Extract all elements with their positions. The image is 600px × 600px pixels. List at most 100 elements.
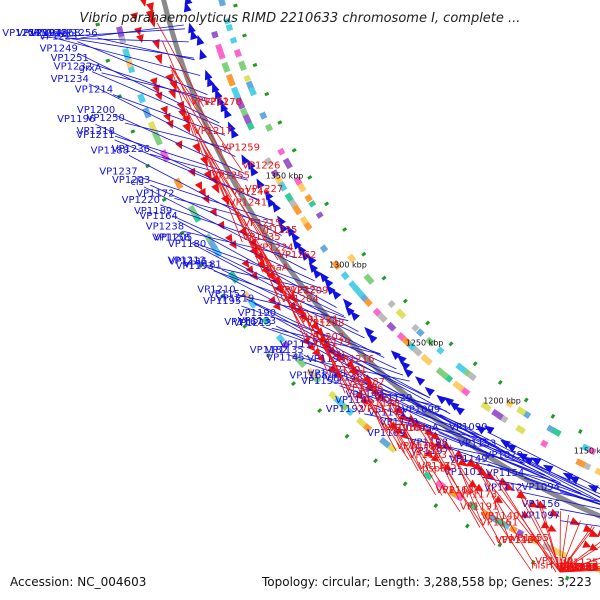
forward-gene-label[interactable]: VP1181 [183, 260, 221, 271]
reverse-gene-label[interactable]: cysS [560, 562, 583, 573]
reverse-gene-arrow[interactable] [354, 391, 366, 402]
reverse-gene-label[interactable]: VP1107 [560, 562, 598, 573]
forward-gene-label[interactable]: VP1136 [169, 257, 207, 268]
forward-gene-label[interactable]: VP1152 [208, 289, 246, 300]
reverse-gene-label[interactable]: VP1184 [405, 443, 443, 454]
forward-gene-arrow[interactable] [342, 303, 355, 317]
reverse-gene-label[interactable]: VP1157 [560, 562, 598, 573]
reverse-gene-arrow[interactable] [430, 431, 444, 444]
forward-gene-arrow[interactable] [529, 454, 542, 466]
forward-gene-label[interactable]: VP1159 [301, 376, 339, 387]
forward-gene-label[interactable]: VP1254 [2, 28, 40, 39]
forward-gene-arrow[interactable] [211, 87, 223, 100]
reverse-gene-label[interactable]: VP1093 [560, 562, 598, 573]
forward-gene-arrow[interactable] [316, 270, 329, 283]
reverse-gene-label[interactable]: VP1166 [556, 562, 594, 573]
forward-gene-label[interactable]: VP1145 [266, 352, 304, 363]
reverse-gene-label[interactable]: VP1176 [396, 441, 434, 452]
reverse-gene-arrow[interactable] [224, 233, 236, 245]
reverse-gene-label[interactable]: VP1162 [436, 485, 474, 496]
forward-gene-arrow[interactable] [269, 200, 281, 213]
forward-gene-arrow[interactable] [447, 398, 460, 411]
forward-gene-label[interactable]: VP1218 [77, 126, 115, 137]
reverse-gene-label[interactable]: VP1115 [560, 562, 598, 573]
forward-gene-arrow[interactable] [196, 48, 208, 60]
reverse-gene-arrow[interactable] [394, 405, 407, 419]
forward-gene-label[interactable]: VP1094 [522, 482, 560, 493]
forward-gene-label[interactable]: VP1167 [224, 317, 262, 328]
reverse-gene-label[interactable]: VP1278 [204, 97, 242, 108]
forward-gene-label[interactable]: VP1197 [411, 446, 449, 457]
forward-gene-label[interactable]: VP1251 [51, 53, 89, 64]
forward-gene-label[interactable]: VP1220 [122, 195, 160, 206]
reverse-gene-arrow[interactable] [203, 170, 216, 183]
forward-gene-label[interactable]: VP1097 [522, 511, 560, 522]
reverse-gene-label[interactable]: VP1259 [222, 142, 260, 153]
forward-gene-arrow[interactable] [329, 287, 342, 300]
reverse-gene-arrow[interactable] [299, 311, 312, 325]
reverse-gene-label[interactable]: VP1139 [535, 556, 573, 567]
reverse-gene-arrow[interactable] [549, 508, 562, 521]
reverse-gene-arrow[interactable] [130, 12, 140, 22]
forward-gene-label[interactable]: VP1135 [265, 345, 303, 356]
forward-gene-label[interactable]: VP1190 [238, 308, 276, 319]
forward-gene-label[interactable]: VP1128 [308, 368, 346, 379]
forward-gene-arrow[interactable] [441, 394, 455, 407]
forward-gene-arrow[interactable] [224, 120, 236, 133]
forward-gene-label[interactable]: VP1117 [280, 340, 318, 351]
forward-gene-label[interactable]: VP1196 [57, 114, 95, 125]
forward-gene-arrow[interactable] [247, 164, 259, 177]
reverse-gene-label[interactable]: VP1125 [560, 558, 598, 569]
reverse-gene-arrow[interactable] [194, 181, 206, 192]
reverse-gene-arrow[interactable] [176, 100, 188, 113]
reverse-gene-label[interactable]: VP1134 [560, 562, 598, 573]
reverse-gene-label[interactable]: VP1217 [194, 126, 232, 137]
reverse-gene-arrow[interactable] [411, 419, 425, 431]
reverse-gene-label[interactable]: VP1226 [242, 161, 280, 172]
reverse-gene-arrow[interactable] [241, 259, 252, 270]
reverse-gene-label[interactable]: hisD [560, 562, 582, 573]
reverse-gene-label[interactable]: VP1175 [418, 461, 456, 472]
reverse-gene-label[interactable]: VP1225 [259, 225, 297, 236]
forward-gene-arrow[interactable] [289, 237, 302, 250]
forward-gene-label[interactable]: cls [130, 177, 144, 188]
forward-gene-arrow[interactable] [397, 358, 411, 371]
reverse-gene-label[interactable]: VP1186 [345, 383, 383, 394]
reverse-gene-arrow[interactable] [148, 17, 158, 29]
reverse-gene-arrow[interactable] [362, 374, 375, 388]
forward-gene-arrow[interactable] [298, 248, 311, 261]
forward-gene-arrow[interactable] [434, 392, 447, 405]
forward-gene-label[interactable]: VP1103 [444, 467, 482, 478]
forward-gene-arrow[interactable] [288, 230, 300, 243]
reverse-gene-arrow[interactable] [192, 142, 203, 155]
reverse-gene-label[interactable]: VP1173 [459, 490, 497, 501]
reverse-gene-label[interactable]: VP1088 [560, 562, 598, 573]
reverse-gene-label[interactable]: VP1271 [191, 97, 229, 108]
forward-gene-label[interactable]: VP1237 [99, 166, 137, 177]
reverse-gene-label[interactable]: VP1155 [511, 533, 549, 544]
reverse-gene-label[interactable]: VP1246 [231, 187, 269, 198]
reverse-gene-arrow[interactable] [168, 88, 179, 100]
forward-gene-label[interactable]: VP1268 [42, 28, 80, 39]
forward-gene-arrow[interactable] [217, 100, 229, 113]
forward-gene-arrow[interactable] [541, 461, 554, 474]
forward-gene-label[interactable]: VP1154 [486, 468, 524, 479]
reverse-gene-arrow[interactable] [345, 359, 359, 373]
reverse-gene-label[interactable]: VP1118 [560, 562, 598, 573]
forward-gene-label[interactable]: VP1195 [203, 296, 241, 307]
forward-gene-label[interactable]: VP1210 [197, 284, 235, 295]
forward-gene-arrow[interactable] [321, 275, 334, 288]
reverse-gene-label[interactable]: VP1262 [278, 250, 316, 261]
reverse-gene-arrow[interactable] [152, 38, 163, 51]
forward-gene-arrow[interactable] [306, 260, 319, 273]
forward-gene-arrow[interactable] [204, 75, 215, 88]
forward-gene-label[interactable]: VP1156 [522, 499, 560, 510]
forward-gene-label[interactable]: VP1245 [30, 28, 68, 39]
forward-gene-arrow[interactable] [304, 252, 317, 266]
forward-gene-arrow[interactable] [227, 126, 239, 139]
reverse-gene-label[interactable]: lolA [560, 562, 579, 573]
forward-gene-label[interactable]: VP1164 [139, 211, 177, 222]
forward-gene-label[interactable]: VP1133 [238, 316, 276, 327]
reverse-gene-label[interactable]: VP1221 [300, 314, 338, 325]
forward-gene-arrow[interactable] [274, 213, 286, 227]
